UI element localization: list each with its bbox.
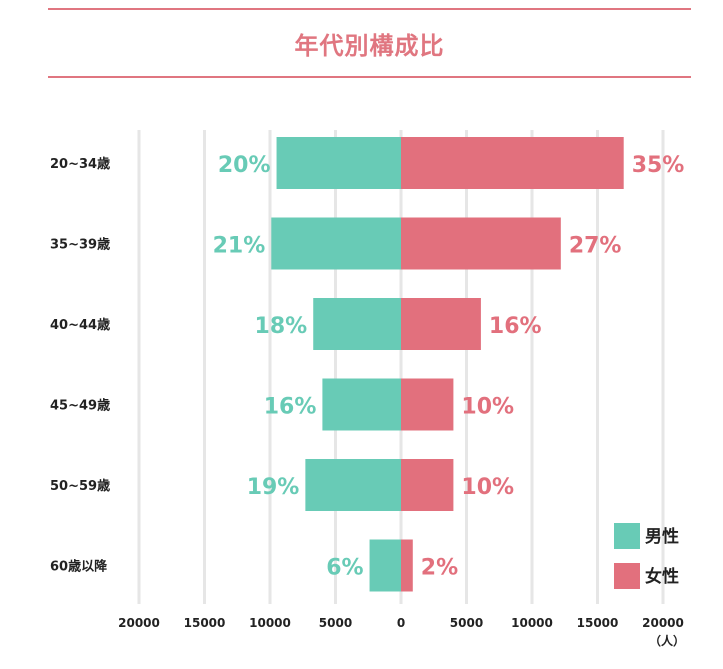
title-top-rule [48,8,691,10]
category-label: 35~39歳 [50,237,110,253]
axis-layer: 20000 15000 10000 5000 0 5000 10000 15000 20000 （… [118,616,685,648]
bar-male [313,298,401,350]
category-label: 40~44歳 [50,317,110,333]
legend-swatch-female [614,563,640,589]
bar-female [401,459,454,511]
data-label-female: 10% [461,475,514,500]
data-label-male: 21% [213,234,266,259]
data-label-female: 35% [632,153,685,178]
x-tick-label: 10000 [511,616,553,630]
x-tick-label: 0 [397,616,405,630]
data-label-female: 10% [461,395,514,420]
bar-female [401,137,624,189]
x-tick-label: 15000 [184,616,226,630]
bars-layer [271,137,624,592]
bar-female [401,378,454,431]
labels-layer: 20~34歳 20% 35% 35~39歳 21% 27% 40~44歳 18% 16% 45~4… [50,153,684,581]
x-tick-label: 5000 [319,616,352,630]
category-label: 60歳以降 [50,559,108,575]
category-label: 50~59歳 [50,478,110,494]
bar-female [401,298,481,350]
category-label: 20~34歳 [50,156,110,172]
bar-male [271,217,401,270]
bar-female [401,217,561,270]
legend-swatch-male [614,523,640,549]
legend-label-male: 男性 [645,526,679,547]
data-label-male: 19% [247,475,300,500]
bar-male [369,539,401,592]
bar-male [322,378,401,431]
data-label-male: 16% [264,395,317,420]
x-tick-label: 20000 [118,616,160,630]
data-label-female: 2% [421,556,458,581]
x-unit-label: （人） [649,633,685,648]
data-label-male: 18% [255,314,308,339]
category-label: 45~49歳 [50,398,110,414]
bar-male [276,137,401,189]
x-tick-label: 10000 [249,616,291,630]
chart-title: 年代別構成比 [294,32,445,60]
data-label-male: 6% [326,556,363,581]
data-label-female: 27% [569,234,622,259]
data-label-male: 20% [218,153,271,178]
title-bottom-rule [48,76,691,78]
legend-label-female: 女性 [645,566,679,587]
bar-female [401,539,413,592]
bar-male [305,459,401,511]
grid-layer [137,130,665,604]
x-tick-label: 5000 [450,616,483,630]
x-tick-label: 20000 [642,616,684,630]
data-label-female: 16% [489,314,542,339]
x-tick-label: 15000 [577,616,619,630]
